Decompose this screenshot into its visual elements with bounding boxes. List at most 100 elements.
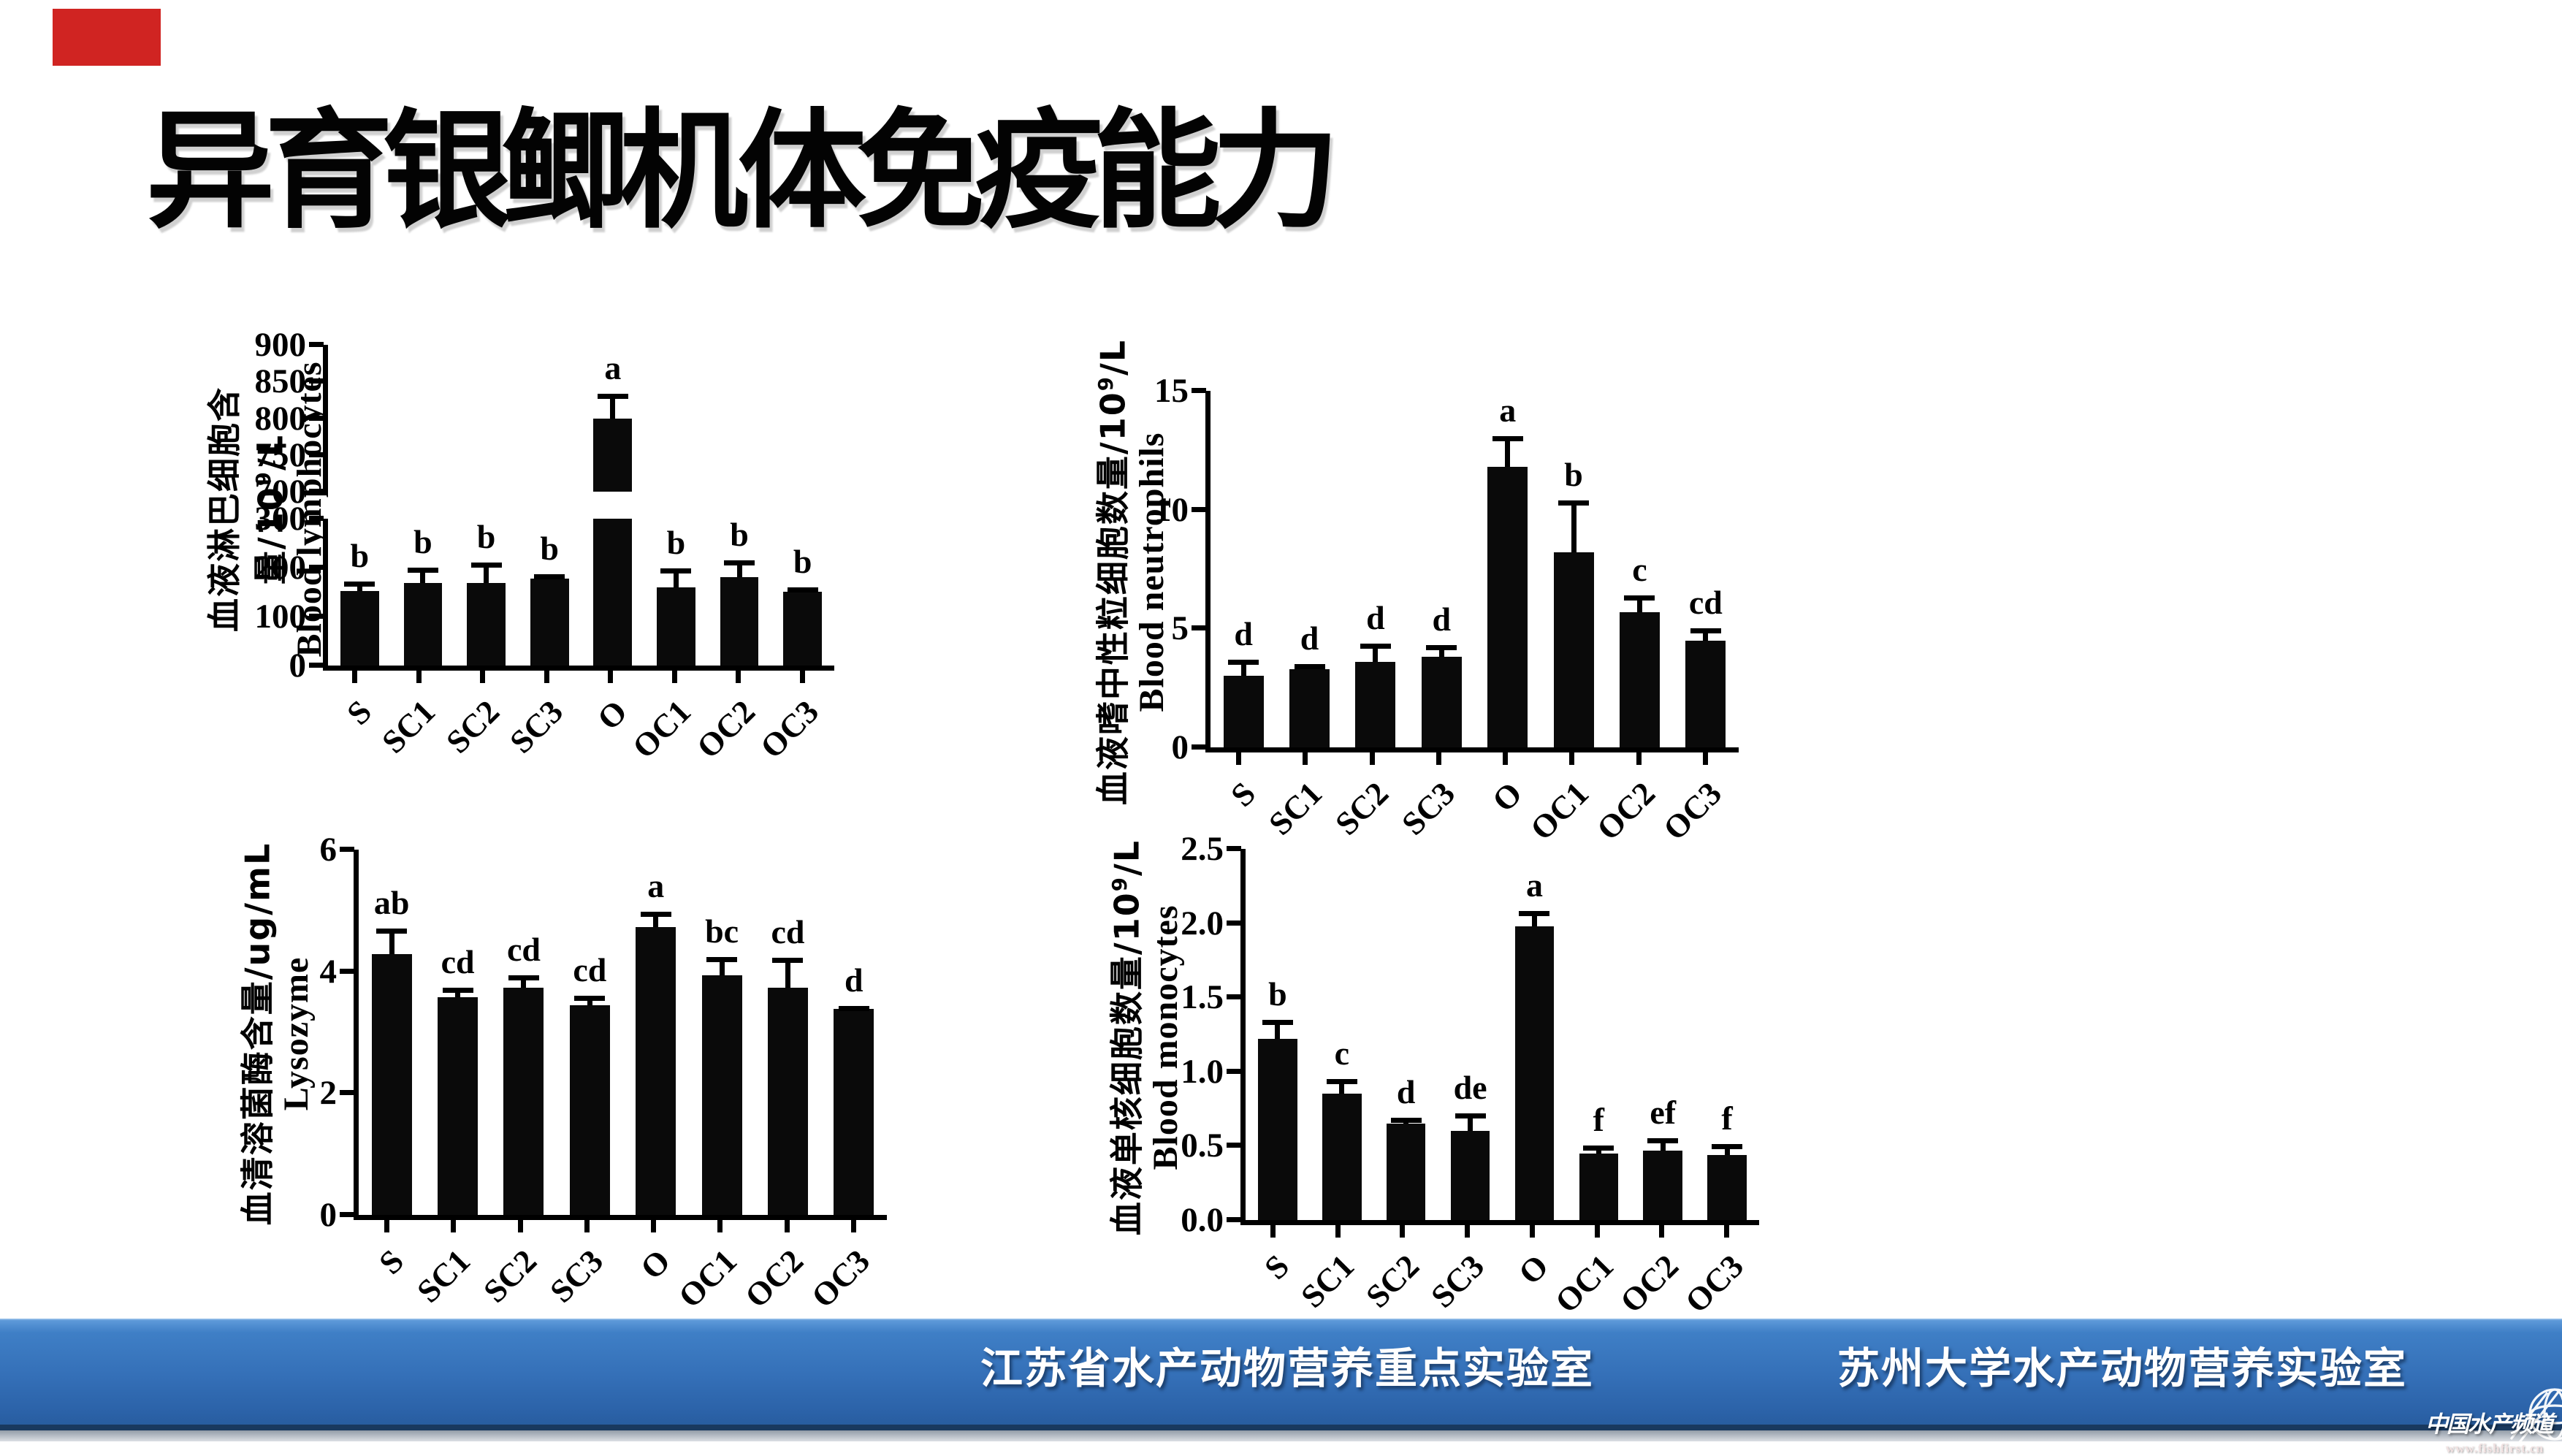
- x-tick: [671, 671, 677, 683]
- y-tick-label: 2: [319, 1074, 338, 1113]
- y-tick-label: 10: [1154, 490, 1189, 529]
- x-category-label: SC3: [1423, 1247, 1491, 1315]
- error-cap-OC1: [1583, 1146, 1614, 1151]
- x-tick: [1270, 1225, 1276, 1238]
- y-tick-label: 100: [254, 598, 307, 636]
- x-tick: [1465, 1225, 1471, 1238]
- y-tick: [340, 1090, 354, 1096]
- x-tick: [416, 671, 422, 683]
- watermark-url: www.fishfirst.cn: [2446, 1441, 2544, 1455]
- y-axis-title-monocytes: 血液单核细胞数量/109/L Blood monocytes: [1100, 809, 1186, 1265]
- sig-letter-S: b: [350, 537, 370, 575]
- bar-SC2: [1386, 1123, 1426, 1220]
- x-category-label: SC1: [1261, 774, 1329, 842]
- bar-OC2: [767, 988, 808, 1215]
- y-tick: [1227, 1068, 1241, 1074]
- y-tick-label: 6: [319, 831, 338, 869]
- bar-SC3: [569, 1005, 610, 1215]
- x-category-label: OC3: [804, 1242, 877, 1315]
- x-tick: [1569, 752, 1575, 765]
- x-tick: [544, 671, 549, 683]
- sig-letter-OC2: cd: [771, 912, 805, 950]
- x-tick: [784, 1220, 790, 1232]
- x-category-label: OC1: [1548, 1247, 1621, 1320]
- error-cap-SC2: [508, 975, 539, 980]
- x-category-label: SC3: [503, 693, 571, 761]
- error-cap-OC1: [660, 568, 692, 574]
- x-category-label: SC3: [543, 1242, 611, 1310]
- y-tick-label: 1.0: [1181, 1052, 1224, 1091]
- sig-letter-OC2: b: [730, 515, 749, 553]
- sig-letter-SC2: d: [1396, 1072, 1416, 1110]
- bar-SC3: [530, 579, 569, 666]
- y-tick: [309, 663, 324, 668]
- sig-letter-O: a: [604, 349, 622, 387]
- error-cap-SC1: [442, 988, 473, 994]
- footer-lab-left: 江苏省水产动物营养重点实验室: [980, 1343, 1594, 1393]
- bar-O: [1487, 467, 1528, 747]
- sig-letter-SC1: c: [1334, 1034, 1350, 1072]
- y-axis-title-lysozyme: 血清溶菌酶含量/ug/mL Lysozyme: [231, 827, 316, 1240]
- x-tick: [1236, 752, 1242, 765]
- y-tick-label: 850: [254, 362, 307, 401]
- error-cap-OC2: [1624, 595, 1655, 601]
- error-cap-SC2: [1390, 1117, 1422, 1123]
- x-category-label: OC1: [671, 1242, 744, 1315]
- error-cap-OC3: [787, 587, 818, 593]
- y-tick: [340, 1212, 354, 1217]
- error-cap-S: [376, 929, 408, 934]
- x-category-label: O: [590, 693, 634, 737]
- sig-letter-SC2: cd: [506, 930, 541, 968]
- error-cap-O: [640, 912, 671, 917]
- x-category-label: OC2: [1590, 774, 1663, 847]
- sig-letter-SC1: cd: [441, 943, 475, 981]
- axis-segment: 0.0 0.5 1.0 1.5 2.0 2.5 b c d de a f ef f: [1181, 832, 1759, 1238]
- bar-OC1: [701, 975, 742, 1215]
- sig-letter-SC3: cd: [573, 951, 607, 988]
- error-bar-SC1: [1339, 1078, 1345, 1094]
- error-cap-SC1: [1326, 1078, 1357, 1084]
- bar-SC2: [1355, 661, 1396, 747]
- error-bar-O: [653, 912, 659, 927]
- x-category-label: SC2: [1328, 774, 1396, 842]
- x-tick: [1503, 752, 1509, 765]
- error-bar-SC3: [1468, 1113, 1473, 1132]
- x-tick: [451, 1220, 457, 1232]
- error-cap-OC3: [1690, 628, 1721, 634]
- plot-area-neutrophils: 0 5 10 15 d d d d a b c cd S SC1 SC2 SC3 O OC1 OC2 OC3: [1154, 374, 1739, 847]
- y-tick-label: 200: [254, 549, 307, 587]
- sig-letter-SC2: d: [1366, 599, 1385, 637]
- error-bar-S: [1240, 659, 1246, 676]
- y-tick: [309, 415, 324, 421]
- bar-SC3: [1450, 1131, 1490, 1220]
- error-bar-OC2: [1660, 1138, 1666, 1151]
- sig-letter-O: a: [1499, 391, 1517, 429]
- bar-SC1: [438, 996, 479, 1215]
- bar-S: [1258, 1039, 1297, 1220]
- page-title: 异育银鲫机体免疫能力: [146, 96, 1340, 246]
- y-tick: [309, 516, 324, 521]
- error-cap-S: [344, 582, 375, 587]
- x-tick: [1335, 1225, 1341, 1238]
- error-bar-SC2: [1373, 644, 1379, 662]
- x-tick: [651, 1220, 657, 1232]
- y-tick: [309, 614, 324, 620]
- error-bar-SC2: [521, 975, 527, 988]
- y-tick: [1192, 506, 1206, 512]
- error-cap-SC3: [1426, 645, 1457, 651]
- globe-icon: [2509, 1388, 2562, 1443]
- error-cap-OC3: [1712, 1144, 1743, 1150]
- error-cap-O: [1519, 911, 1550, 917]
- x-category-label: OC2: [1612, 1247, 1685, 1320]
- error-bar-OC3: [1703, 628, 1709, 641]
- error-cap-SC3: [574, 996, 606, 1001]
- sig-letter-SC3: d: [1432, 601, 1452, 639]
- x-category-label: OC2: [738, 1242, 811, 1315]
- y-axis-title-cn: 血清溶菌酶含量/ug/mL: [237, 842, 278, 1226]
- error-bar-O: [1505, 435, 1511, 468]
- axis-segment: 0 100 200 300 b b b b b b b: [255, 502, 834, 683]
- x-tick: [1436, 752, 1441, 765]
- x-category-label: S: [1223, 774, 1262, 814]
- bar-O: [636, 926, 676, 1215]
